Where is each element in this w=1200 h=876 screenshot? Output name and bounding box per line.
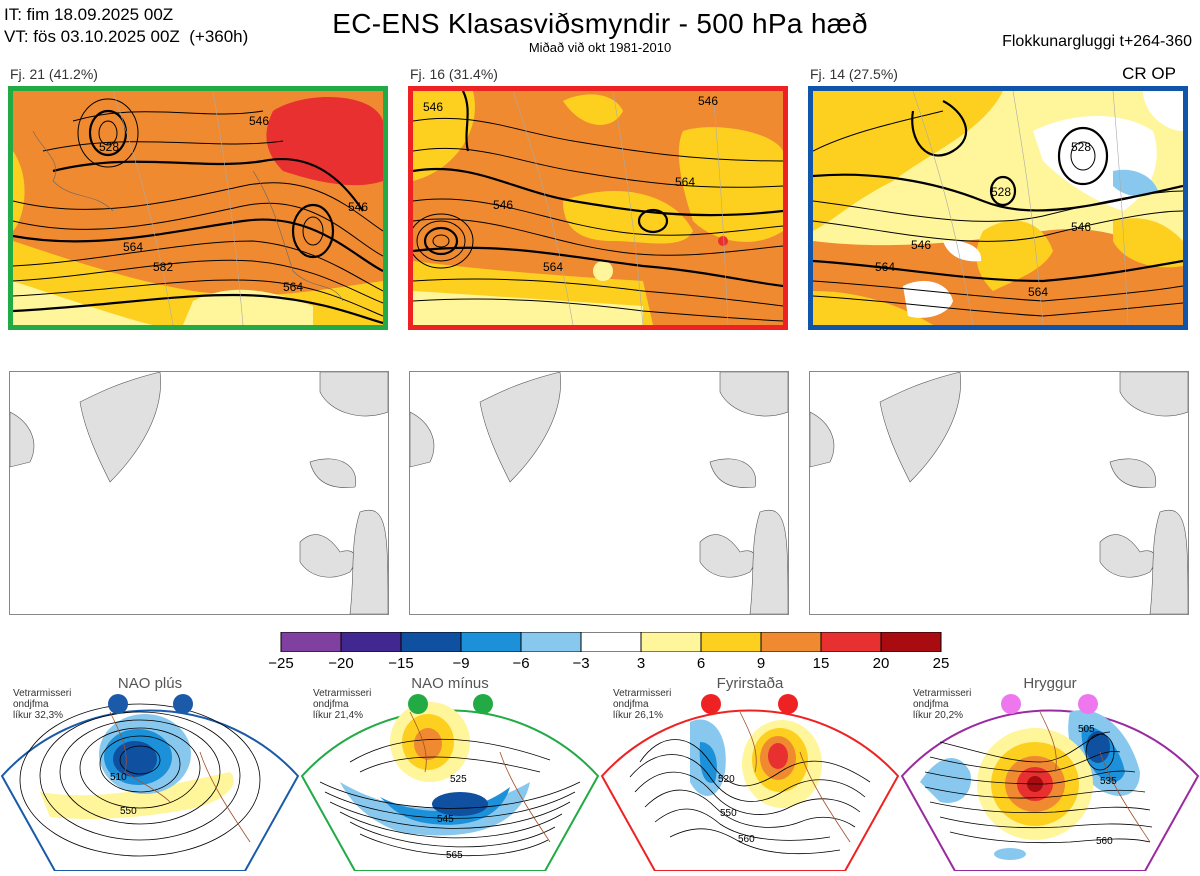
regime-probability: Vetrarmisseri ondjfma líkur 21,4%: [313, 688, 372, 721]
page-title: EC-ENS Klasasviðsmyndir - 500 hPa hæð: [332, 8, 868, 39]
contour-label: 546: [698, 94, 718, 108]
colorbar-segment: [520, 632, 582, 652]
regime-nao-plus: 510 550 NAO plús Vetrarmisseri ondjfma l…: [0, 672, 300, 872]
contour-label: 545: [437, 814, 454, 825]
regime-name: Hryggur: [1023, 675, 1077, 692]
regime-probability: Vetrarmisseri ondjfma líkur 32,3%: [13, 688, 72, 721]
contour-label: 525: [450, 774, 467, 785]
colorbar-tick-label: 25: [932, 655, 950, 672]
colorbar-segment: [820, 632, 882, 652]
anomaly-map-2: [409, 371, 789, 615]
header-times: IT: fim 18.09.2025 00Z VT: fös 03.10.202…: [4, 4, 248, 48]
contour-label: 564: [875, 260, 895, 274]
colorbar-segment: [580, 632, 642, 652]
colorbar-segment: [340, 632, 402, 652]
colorbar-segment: [400, 632, 462, 652]
contour-label: 520: [718, 774, 735, 785]
cluster-1-map: 546 564 582 564 546 528: [8, 86, 388, 330]
anomaly-map-3: [809, 371, 1189, 615]
colorbar-segment: [460, 632, 522, 652]
contour-label: 546: [348, 200, 368, 214]
contour-label: 546: [1071, 220, 1091, 234]
cluster-2-map: 546 564 564 546 546: [408, 86, 788, 330]
classification-window: Flokkunargluggi t+264-360: [1002, 33, 1192, 50]
regime-ridge: 505 535 560 Hryggur Vetrarmisseri ondjfm…: [900, 672, 1200, 872]
cluster-1-label: Fj. 21 (41.2%): [10, 66, 98, 82]
contour-label: 546: [493, 198, 513, 212]
regime-name: Fyrirstaða: [716, 675, 784, 692]
colorbar-tick-label: −9: [452, 655, 470, 672]
regime-probability: Vetrarmisseri ondjfma líkur 26,1%: [613, 688, 672, 721]
contour-label: 564: [543, 260, 563, 274]
colorbar-tick-label: −3: [572, 655, 590, 672]
cluster-3-label: Fj. 14 (27.5%): [810, 66, 898, 82]
contour-label: 546: [423, 100, 443, 114]
colorbar-tick-label: 20: [872, 655, 890, 672]
contour-label: 505: [1078, 724, 1095, 735]
contour-label: 550: [120, 806, 137, 817]
colorbar-tick-label: 3: [636, 655, 646, 672]
contour-label: 528: [99, 140, 119, 154]
contour-label: 550: [720, 808, 737, 819]
colorbar-tick-label: −20: [328, 655, 354, 672]
contour-label: 564: [1028, 285, 1048, 299]
colorbar-segment: [640, 632, 702, 652]
colorbar: [280, 632, 942, 652]
anomaly-map-1: [9, 371, 389, 615]
colorbar-tick-label: −25: [268, 655, 294, 672]
colorbar-tick-label: 9: [756, 655, 766, 672]
colorbar-segment: [760, 632, 822, 652]
valid-time: VT: fös 03.10.2025 00Z (+360h): [4, 27, 249, 46]
regime-nao-minus: 525 545 565 NAO mínus Vetrarmisseri ondj…: [300, 672, 600, 872]
regime-blocking: 520 550 560 Fyrirstaða Vetrarmisseri ond…: [600, 672, 900, 872]
contour-label: 546: [911, 238, 931, 252]
colorbar-tick-label: −6: [512, 655, 530, 672]
contour-label: 564: [675, 175, 695, 189]
colorbar-segment: [880, 632, 942, 652]
regime-name: NAO plús: [117, 675, 183, 692]
contour-label: 528: [991, 185, 1011, 199]
contour-label: 582: [153, 260, 173, 274]
contour-label: 560: [1096, 836, 1113, 847]
colorbar-segment: [700, 632, 762, 652]
colorbar-tick-label: 6: [696, 655, 706, 672]
contour-label: 565: [446, 850, 463, 861]
cr-op-label: CR OP: [1122, 64, 1176, 83]
colorbar-segment: [280, 632, 342, 652]
colorbar-tick-label: −15: [388, 655, 414, 672]
regime-name: NAO mínus: [411, 675, 489, 692]
init-time: IT: fim 18.09.2025 00Z: [4, 5, 174, 24]
contour-label: 560: [738, 834, 755, 845]
contour-label: 546: [249, 114, 269, 128]
contour-label: 564: [283, 280, 303, 294]
contour-label: 528: [1071, 140, 1091, 154]
regime-probability: Vetrarmisseri ondjfma líkur 20,2%: [913, 688, 972, 721]
contour-label: 510: [110, 772, 127, 783]
colorbar-tick-label: 15: [812, 655, 830, 672]
contour-label: 535: [1100, 776, 1117, 787]
contour-label: 564: [123, 240, 143, 254]
cluster-2-label: Fj. 16 (31.4%): [410, 66, 498, 82]
cluster-3-map: 528 546 564 564 546 528: [808, 86, 1188, 330]
page-subtitle: Miðað við okt 1981-2010: [528, 40, 672, 55]
